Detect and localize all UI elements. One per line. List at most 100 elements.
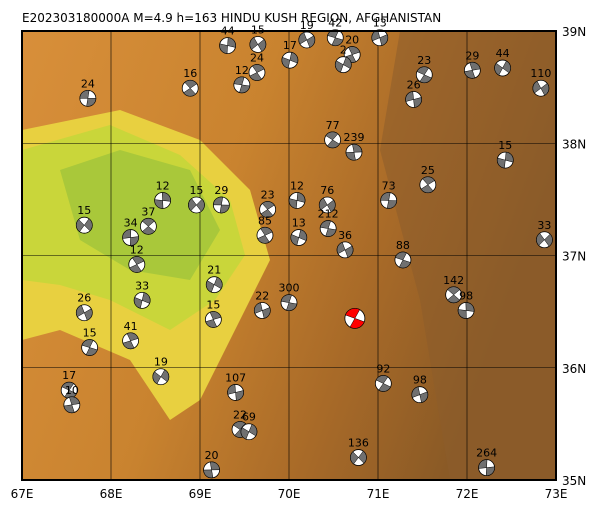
beachball-quadrant — [394, 251, 411, 269]
event: 25 — [419, 164, 437, 194]
depth-label: 77 — [326, 119, 340, 132]
event: 98 — [411, 374, 429, 404]
depth-label: 37 — [141, 205, 155, 218]
depth-label: 21 — [207, 264, 221, 277]
beachball-quadrant — [154, 192, 171, 209]
event: 13 — [371, 17, 389, 47]
event: 21 — [205, 264, 223, 294]
event: 77 — [324, 119, 342, 149]
x-tick-label: 67E — [11, 487, 34, 501]
event: 12 — [128, 243, 146, 273]
y-tick-label: 35N — [562, 474, 586, 488]
beachball-quadrant — [350, 450, 367, 465]
y-tick-label: 39N — [562, 25, 586, 39]
beachball-quadrant — [494, 60, 511, 76]
depth-label: 23 — [417, 54, 431, 67]
beachball-quadrant — [79, 90, 97, 107]
beachball-quadrant — [335, 56, 352, 73]
beachball-quadrant — [76, 304, 93, 321]
depth-label: 16 — [183, 67, 197, 80]
event: 19 — [152, 356, 170, 386]
event: 2 — [334, 44, 352, 74]
depth-label: 33 — [135, 279, 149, 292]
event: 15 — [188, 184, 205, 214]
beachball-quadrant — [457, 302, 475, 319]
beachball-quadrant — [281, 52, 299, 69]
event: 15 — [249, 23, 267, 53]
event: 29 — [463, 49, 481, 79]
beachball-quadrant — [76, 218, 93, 233]
beachball-quadrant — [420, 176, 435, 193]
depth-label: 98 — [459, 290, 473, 303]
x-tick-label: 72E — [456, 487, 479, 501]
beachball-quadrant — [152, 369, 170, 385]
beachball-quadrant — [133, 292, 151, 309]
depth-label: 19 — [154, 356, 168, 369]
beachball-quadrant — [188, 198, 205, 212]
event: 239 — [343, 131, 364, 161]
beachball-quadrant — [205, 311, 222, 328]
beachball-quadrant — [227, 384, 244, 401]
event: 26 — [75, 292, 93, 322]
beachball-quadrant — [319, 197, 336, 213]
event: 33 — [133, 279, 151, 309]
beachball-quadrant — [325, 131, 340, 149]
beachball-quadrant — [380, 192, 397, 209]
y-tick-label: 38N — [562, 137, 586, 151]
beachball-quadrant — [345, 144, 363, 161]
beachball-quadrant — [336, 242, 354, 258]
event: 12 — [288, 179, 306, 209]
beachball-quadrant — [63, 396, 81, 414]
event: 41 — [122, 320, 139, 350]
depth-label: 36 — [338, 229, 352, 242]
beachball-quadrant — [203, 461, 220, 479]
beachball-quadrant — [375, 375, 391, 392]
y-tick-label: 37N — [562, 250, 586, 264]
beachball-quadrant — [206, 276, 223, 293]
depth-label: 15 — [251, 23, 265, 36]
event: 24 — [248, 52, 266, 81]
event: 15 — [204, 298, 222, 328]
event: 17 — [60, 369, 78, 399]
depth-label: 26 — [407, 78, 421, 91]
beachball-quadrant — [249, 64, 265, 81]
depth-label: 13 — [292, 217, 306, 230]
event: 17 — [281, 39, 299, 69]
y-tick-label: 36N — [562, 362, 586, 376]
beachball-quadrant — [213, 196, 230, 214]
depth-label: 19 — [300, 19, 314, 32]
depth-label: 76 — [320, 184, 334, 197]
event: 264 — [476, 447, 497, 477]
x-tick-label: 68E — [100, 487, 123, 501]
beachball-quadrant — [219, 37, 236, 54]
event: 73 — [380, 179, 398, 209]
depth-label: 17 — [62, 369, 76, 382]
x-tick-label: 73E — [545, 487, 568, 501]
depth-label: 85 — [258, 214, 272, 227]
depth-label: 12 — [156, 179, 170, 192]
beachball-quadrant — [183, 80, 198, 97]
event: 34 — [122, 217, 139, 246]
depth-label: 92 — [376, 362, 390, 375]
depth-label: 34 — [124, 217, 138, 230]
beachball-quadrant — [129, 256, 145, 273]
event: 107 — [225, 371, 246, 401]
depth-label: 15 — [498, 139, 512, 152]
depth-label: 12 — [235, 64, 249, 77]
event: 37 — [139, 205, 157, 235]
x-tick-label: 70E — [278, 487, 301, 501]
beachball-quadrant — [141, 218, 155, 235]
depth-label: 15 — [77, 204, 91, 217]
depth-label: 110 — [530, 67, 551, 80]
beachball-quadrant — [254, 302, 271, 319]
beachball-quadrant — [345, 308, 365, 329]
event: 212 — [318, 208, 339, 237]
event: 10 — [63, 384, 81, 414]
event: 88 — [394, 239, 412, 269]
beachball-quadrant — [319, 220, 337, 237]
depth-label: 29 — [465, 49, 479, 62]
title: E202303180000A M=4.9 h=163 HINDU KUSH RE… — [22, 11, 441, 25]
frame — [21, 30, 557, 481]
